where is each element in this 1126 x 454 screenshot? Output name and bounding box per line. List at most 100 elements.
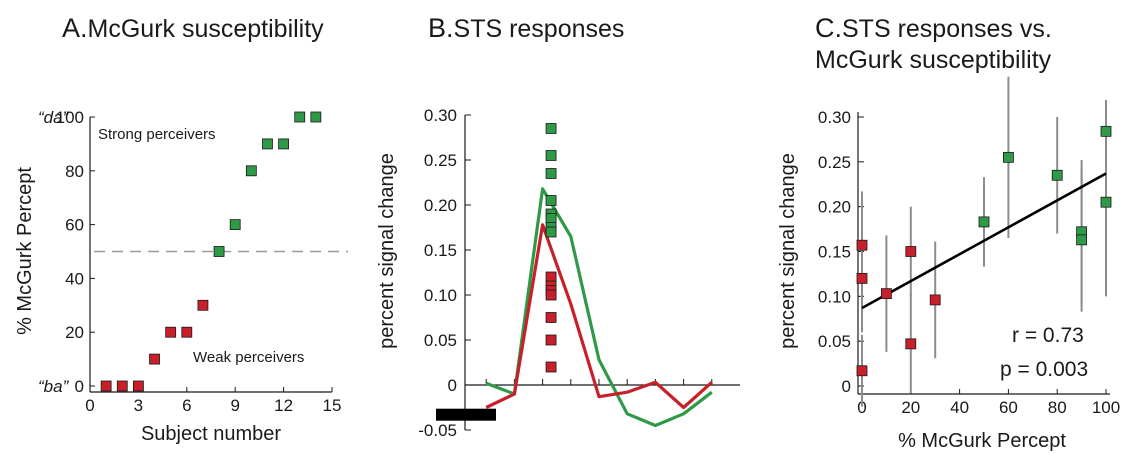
- panel-a-ylabel: % McGurk Percept: [14, 167, 36, 335]
- panel-a-y-tick-label: 40: [65, 269, 84, 288]
- panel-c-ylabel: percent signal change: [777, 153, 799, 349]
- panel-a-point-weak: [116, 380, 128, 392]
- panel-a: A.McGurk susceptibility 0 3 6 9 12 15 0 20 40 60 8…: [14, 13, 348, 445]
- panel-b-title-text: STS responses: [454, 15, 625, 43]
- strong-perceivers-label: Strong perceivers: [98, 126, 216, 143]
- panel-b-peak-point-strong: [545, 226, 557, 238]
- panel-a-y-annotation: “da”: [38, 108, 70, 127]
- panel-c-x-tick-label: 80: [1048, 398, 1067, 417]
- panel-b-line-strong: [485, 187, 713, 428]
- panel-c-y-tick-label: 0: [842, 377, 851, 396]
- panel-c-y-tick-label: 0.10: [818, 287, 851, 306]
- panel-a-point-weak: [132, 380, 144, 392]
- panel-b-peak-point-weak: [545, 271, 557, 283]
- panel-c-title-text: STS responses vs.: [842, 15, 1052, 43]
- panel-a-y-annotation: “ba”: [38, 377, 70, 396]
- panel-c-x-tick-label: 60: [999, 398, 1018, 417]
- panel-a-x-tick-label: 6: [182, 396, 191, 415]
- panel-a-x-tick-label: 12: [274, 396, 293, 415]
- panel-c-point-weak: [929, 294, 941, 306]
- panel-a-point-strong: [245, 165, 257, 177]
- panel-a-point-weak: [149, 353, 160, 365]
- panel-c-point-weak: [881, 288, 892, 300]
- panel-a-y-tick-label: 100: [56, 108, 84, 127]
- panel-c-letter: C.: [815, 13, 842, 43]
- panel-b-peak-point-strong: [545, 168, 557, 179]
- panel-c-fit-line: [861, 172, 1107, 310]
- panel-a-title-text: McGurk susceptibility: [88, 15, 325, 43]
- panel-c-axes: 0 20 40 60 80 100 0.30 0.25 0.20 0.15 0.10 0.05 0: [818, 108, 1120, 417]
- panel-c-point-strong: [1003, 151, 1014, 163]
- panel-b-y-tick-label: 0.05: [424, 331, 457, 350]
- panel-b-y-tick-label: -0.05: [418, 421, 457, 440]
- panel-c: C.STS responses vs. McGurk susceptibilit…: [777, 13, 1120, 452]
- panel-b-axes: 0.30 0.25 0.20 0.15 0.10 0.05 0 -0.05: [418, 106, 740, 440]
- correlation-p-label: p = 0.003: [1000, 358, 1088, 381]
- panel-b-marks: [436, 123, 713, 428]
- panel-a-x-tick-label: 0: [85, 396, 94, 415]
- panel-c-point-weak: [905, 338, 917, 350]
- panel-c-y-tick-label: 0.05: [818, 332, 851, 351]
- panel-c-point-weak: [856, 239, 868, 251]
- panel-c-y-tick-label: 0.20: [818, 198, 851, 217]
- panel-c-x-tick-label: 20: [901, 398, 920, 417]
- panel-b-peak-point-weak: [545, 361, 557, 373]
- panel-b-y-tick-label: 0: [448, 376, 457, 395]
- panel-a-marks: [100, 111, 322, 392]
- panel-b-peak-point-weak: [545, 334, 557, 346]
- panel-c-x-tick-label: 40: [950, 398, 969, 417]
- panel-a-y-tick-label: 0: [75, 377, 84, 396]
- panel-c-marks: [856, 76, 1112, 407]
- panel-c-x-tick-label: 0: [857, 398, 866, 417]
- panel-b-peak-point-weak: [545, 289, 557, 301]
- panel-c-point-strong: [1051, 169, 1063, 181]
- panel-c-title: C.STS responses vs.: [815, 13, 1052, 43]
- panel-a-x-tick-label: 15: [323, 396, 342, 415]
- panel-b-y-tick-label: 0.10: [424, 286, 457, 305]
- panel-a-letter: A.: [62, 13, 88, 43]
- panel-c-point-weak: [856, 365, 868, 377]
- panel-b-line-weak: [485, 223, 713, 410]
- panel-a-point-weak: [197, 299, 209, 311]
- panel-a-point-strong: [229, 219, 241, 231]
- panel-a-point-strong: [294, 111, 306, 123]
- panel-a-point-strong: [278, 138, 290, 150]
- panel-c-y-tick-label: 0.25: [818, 153, 851, 172]
- panel-c-y-tick-label: 0.15: [818, 243, 851, 262]
- panel-a-point-strong: [310, 111, 322, 123]
- stimulus-bar: [436, 408, 496, 421]
- panel-a-axes: 0 3 6 9 12 15 0 20 40 60 80 100“da” “ba”: [38, 108, 348, 415]
- panel-b-title: B.STS responses: [428, 13, 624, 43]
- panel-c-y-tick-label: 0.30: [818, 108, 851, 127]
- panel-c-point-weak: [905, 246, 917, 257]
- panel-a-y-tick-label: 80: [65, 162, 84, 181]
- panel-b-ylabel: percent signal change: [376, 153, 398, 349]
- weak-perceivers-label: Weak perceivers: [193, 349, 304, 366]
- panel-b: B.STS responses 0.30 0.25 0.20 0.15 0.10 0.05…: [376, 13, 740, 440]
- panel-a-point-weak: [165, 326, 177, 338]
- panel-b-y-tick-label: 0.15: [424, 241, 457, 260]
- panel-b-y-tick-label: 0.30: [424, 106, 457, 125]
- panel-c-point-strong: [1100, 196, 1112, 208]
- panel-a-point-strong: [262, 138, 273, 150]
- panel-b-peak-point-strong: [545, 195, 557, 206]
- panel-a-xlabel: Subject number: [141, 423, 281, 445]
- panel-a-point-strong: [213, 246, 225, 257]
- panel-b-peak-point-strong: [545, 213, 557, 224]
- panel-b-letter: B.: [428, 13, 454, 43]
- correlation-r-label: r = 0.73: [1012, 324, 1084, 347]
- panel-b-y-tick-label: 0.25: [424, 151, 457, 170]
- panel-a-y-tick-label: 20: [65, 323, 84, 342]
- panel-c-xlabel: % McGurk Percept: [898, 430, 1066, 452]
- panel-a-point-weak: [181, 326, 193, 338]
- panel-c-point-strong: [1100, 125, 1112, 137]
- panel-a-y-tick-label: 60: [65, 216, 84, 235]
- panel-c-point-strong: [978, 216, 990, 228]
- panel-c-title-line2: McGurk susceptibility: [815, 46, 1052, 74]
- panel-a-point-weak: [100, 380, 112, 392]
- panel-a-title: A.McGurk susceptibility: [62, 13, 324, 43]
- panel-a-x-tick-label: 3: [134, 396, 143, 415]
- panel-c-x-tick-label: 100: [1092, 398, 1120, 417]
- panel-c-point-strong: [1076, 234, 1087, 246]
